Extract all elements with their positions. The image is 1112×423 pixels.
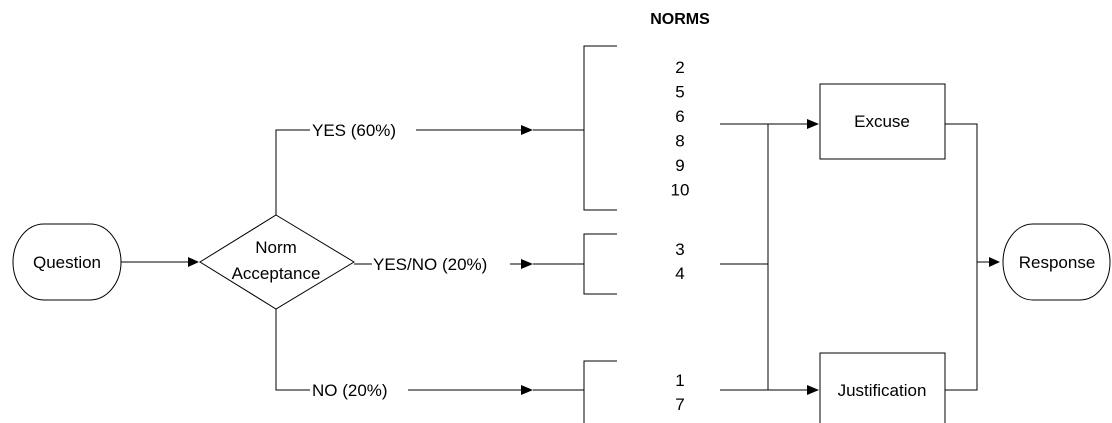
norm-number: 8 [675, 132, 684, 151]
norm-number: 10 [671, 181, 690, 200]
norm-acceptance-decision [199, 214, 355, 310]
yes-no-norms-bracket [583, 233, 617, 295]
norms-title: NORMS [650, 11, 710, 28]
yes-no-norms-list: 34 [675, 240, 684, 283]
decision-label-line2: Acceptance [232, 264, 321, 283]
norm-number: 2 [675, 58, 684, 77]
question-node [12, 223, 122, 301]
yes-no-branch-arrow [521, 259, 533, 269]
no-norms-list: 17 [675, 371, 684, 414]
yes-no-branch-label: YES/NO (20%) [373, 255, 487, 274]
norm-number: 5 [675, 83, 684, 102]
yes-norms-list: 2 5 6 8 9 10 [671, 58, 690, 200]
excuse-label: Excuse [854, 112, 910, 131]
norm-number: 7 [675, 395, 684, 414]
decision-label-line1: Norm [255, 238, 297, 257]
norm-number: 6 [675, 107, 684, 126]
norm-number: 9 [675, 156, 684, 175]
excuse-arrow [807, 119, 819, 129]
yes-branch-arrow [521, 125, 533, 135]
no-branch-label: NO (20%) [312, 381, 388, 400]
excuse-box [819, 83, 946, 160]
justification-box [819, 352, 946, 423]
excuse-to-response-line [945, 123, 978, 391]
no-norms-bracket [583, 360, 617, 423]
response-node [1002, 223, 1111, 301]
no-branch-arrow [521, 385, 533, 395]
question-label: Question [33, 253, 101, 272]
justification-label: Justification [838, 381, 927, 400]
question-to-decision-arrow [188, 257, 199, 267]
yes-branch-label: YES (60%) [312, 121, 396, 140]
norm-number: 1 [675, 371, 684, 390]
response-arrow [989, 257, 1000, 267]
yes-branch-line [275, 129, 310, 215]
norm-number: 4 [675, 264, 684, 283]
yes-norms-bracket [583, 45, 617, 211]
norm-number: 3 [675, 240, 684, 259]
justification-arrow [807, 385, 819, 395]
response-label: Response [1019, 253, 1096, 272]
no-branch-line [275, 309, 310, 391]
